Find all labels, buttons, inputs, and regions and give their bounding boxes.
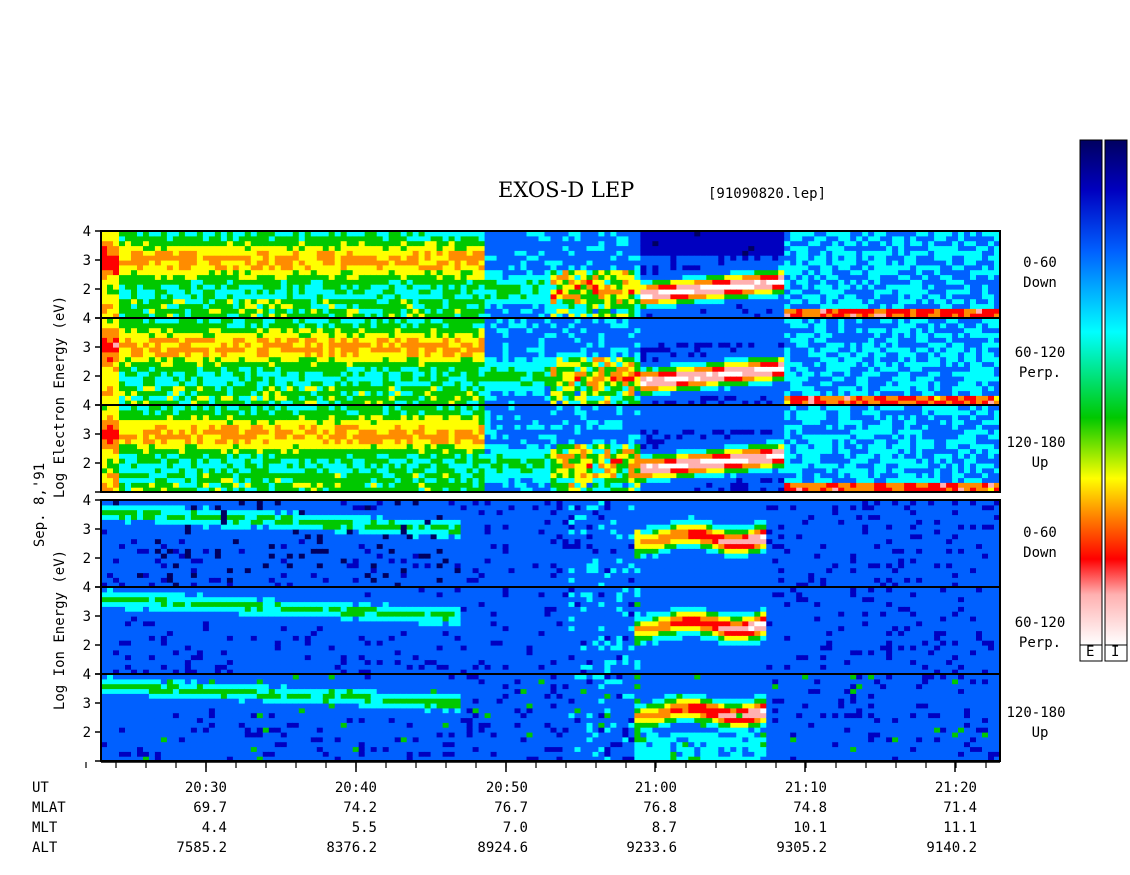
- mlat-col-4: 76.8: [643, 800, 677, 816]
- ytick-label-panel-4-3: 3: [83, 522, 91, 538]
- alt-col-5: 9305.2: [776, 840, 827, 856]
- panel-4-pitch: 0-60: [1023, 525, 1057, 541]
- electron-colorbar: [1079, 139, 1103, 646]
- alt-col-6: 9140.2: [926, 840, 977, 856]
- panel-2-pitch: 60-120: [1014, 345, 1066, 361]
- panel-frame-6: [100, 673, 1001, 762]
- ytick-label-panel-5-3: 3: [83, 609, 91, 625]
- panel-3-direction: Up: [1031, 455, 1049, 471]
- electron-ylabel: Log Electron Energy (eV): [52, 295, 68, 499]
- ion-colorbar: [1104, 139, 1128, 646]
- ytick-label-panel-2-4: 4: [83, 311, 91, 327]
- mlt-col-2: 5.5: [351, 820, 377, 836]
- alt-col-3: 8924.6: [477, 840, 528, 856]
- date-label: Sep. 8,'91: [32, 462, 48, 548]
- ytick-label-panel-2-2: 2: [83, 369, 91, 385]
- panel-6-direction: Up: [1031, 725, 1049, 741]
- mlt-col-5: 10.1: [793, 820, 827, 836]
- row-label-ut: UT: [32, 780, 49, 796]
- ytick-label-panel-5-2: 2: [83, 638, 91, 654]
- panel-1-pitch: 0-60: [1023, 255, 1057, 271]
- figure-title: EXOS-D LEP: [498, 178, 635, 202]
- ytick-label-panel-6-2: 2: [83, 725, 91, 741]
- panel-frame-3: [100, 404, 1001, 493]
- panel-2-direction: Perp.: [1018, 365, 1062, 381]
- ytick-label-panel-6-4: 4: [83, 667, 91, 683]
- panel-1-direction: Down: [1023, 275, 1057, 291]
- mlt-col-3: 7.0: [502, 820, 528, 836]
- alt-col-4: 9233.6: [626, 840, 677, 856]
- ytick-label-panel-6-3: 3: [83, 696, 91, 712]
- ion-ylabel: Log Ion Energy (eV): [52, 549, 68, 711]
- colorbar-layer: [1079, 139, 1128, 662]
- panel-4-direction: Down: [1023, 545, 1057, 561]
- alt-col-1: 7585.2: [176, 840, 227, 856]
- ytick-label-panel-3-4: 4: [83, 398, 91, 414]
- heatmap-panel-3: [100, 404, 1001, 493]
- mlt-col-4: 8.7: [651, 820, 677, 836]
- panel-5-direction: Perp.: [1018, 635, 1062, 651]
- ytick-label-panel-3-3: 3: [83, 427, 91, 443]
- ytick-label-panel-4-4: 4: [83, 493, 91, 509]
- panel-5-pitch: 60-120: [1014, 615, 1066, 631]
- ut-col-1: 20:30: [184, 780, 227, 796]
- colorbar-label-i: I: [1111, 644, 1120, 660]
- mlat-col-5: 74.8: [793, 800, 827, 816]
- ut-col-3: 20:50: [485, 780, 528, 796]
- ut-col-4: 21:00: [634, 780, 677, 796]
- heatmap-panel-5: [100, 586, 1001, 675]
- ytick-label-panel-5-4: 4: [83, 580, 91, 596]
- mlat-col-6: 71.4: [943, 800, 977, 816]
- heatmap-panel-4: [100, 499, 1001, 588]
- ytick-label-panel-1-4: 4: [83, 224, 91, 240]
- panels-layer: [100, 230, 1001, 762]
- ytick-label-panel-1-2: 2: [83, 282, 91, 298]
- heatmap-panel-2: [100, 317, 1001, 406]
- axes-layer: 2 3 4 2 3 4 2 3 4 2 3 4 2 3 4 2 3 4: [83, 224, 1000, 772]
- colorbar-label-e: E: [1086, 644, 1095, 660]
- row-label-alt: ALT: [32, 840, 58, 856]
- alt-col-2: 8376.2: [326, 840, 377, 856]
- row-label-mlt: MLT: [32, 820, 58, 836]
- electron-colorbar-label-box: [1079, 644, 1103, 662]
- ytick-label-panel-4-2: 2: [83, 551, 91, 567]
- ion-colorbar-label-box: [1104, 644, 1128, 662]
- heatmap-panel-6: [100, 673, 1001, 762]
- mlt-col-1: 4.4: [201, 820, 227, 836]
- mlat-col-3: 76.7: [494, 800, 528, 816]
- ut-col-2: 20:40: [334, 780, 377, 796]
- heatmap-panel-1: [100, 230, 1001, 319]
- row-label-mlat: MLAT: [32, 800, 66, 816]
- ut-col-6: 21:20: [934, 780, 977, 796]
- ut-col-5: 21:10: [784, 780, 827, 796]
- mlat-col-1: 69.7: [193, 800, 227, 816]
- panel-3-pitch: 120-180: [1006, 435, 1066, 451]
- panel-6-pitch: 120-180: [1006, 705, 1066, 721]
- file-label: [91090820.lep]: [708, 186, 827, 202]
- mlt-col-6: 11.1: [943, 820, 977, 836]
- ytick-label-panel-1-3: 3: [83, 253, 91, 269]
- ytick-label-panel-2-3: 3: [83, 340, 91, 356]
- mlat-col-2: 74.2: [343, 800, 377, 816]
- ytick-label-panel-3-2: 2: [83, 456, 91, 472]
